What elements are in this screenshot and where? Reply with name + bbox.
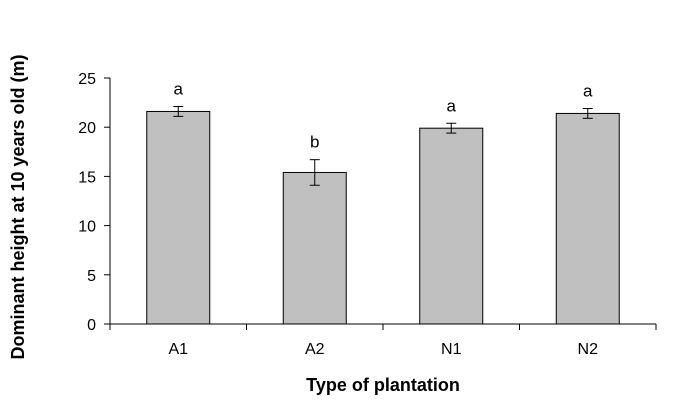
bars-layer bbox=[146, 110, 620, 325]
bar-n2 bbox=[555, 112, 620, 325]
significance-label-n2: a bbox=[583, 82, 593, 101]
bar-a2 bbox=[282, 171, 347, 325]
y-ticks-layer: 0 5 10 15 20 25 bbox=[78, 71, 110, 334]
y-tick-label: 10 bbox=[78, 219, 96, 236]
y-tick-label: 25 bbox=[78, 71, 96, 88]
x-tick-label-n2: N2 bbox=[578, 341, 599, 358]
error-bars-layer bbox=[173, 106, 593, 186]
y-tick-label: 0 bbox=[87, 317, 96, 334]
y-tick-label: 20 bbox=[78, 120, 96, 137]
error-bar-a2 bbox=[309, 159, 320, 186]
significance-label-a1: a bbox=[174, 80, 184, 99]
significance-label-n1: a bbox=[447, 96, 457, 115]
x-tick-label-n1: N1 bbox=[441, 341, 462, 358]
bar-n1 bbox=[419, 127, 484, 325]
y-axis-title: Dominant height at 10 years old (m) bbox=[8, 54, 28, 359]
x-axis-title: Type of plantation bbox=[306, 375, 460, 395]
error-bar-n2 bbox=[582, 108, 593, 119]
y-tick-label: 15 bbox=[78, 169, 96, 186]
x-tick-label-a1: A1 bbox=[168, 341, 188, 358]
x-ticks-layer: A1 A2 N1 N2 bbox=[109, 324, 657, 358]
error-bar-a1 bbox=[173, 106, 184, 117]
significance-label-a2: b bbox=[310, 133, 319, 152]
significance-labels-layer: a b a a bbox=[174, 80, 594, 152]
bar-a1 bbox=[146, 110, 211, 325]
error-bar-n1 bbox=[446, 122, 457, 134]
y-tick-label: 5 bbox=[87, 268, 96, 285]
x-tick-label-a2: A2 bbox=[305, 341, 325, 358]
